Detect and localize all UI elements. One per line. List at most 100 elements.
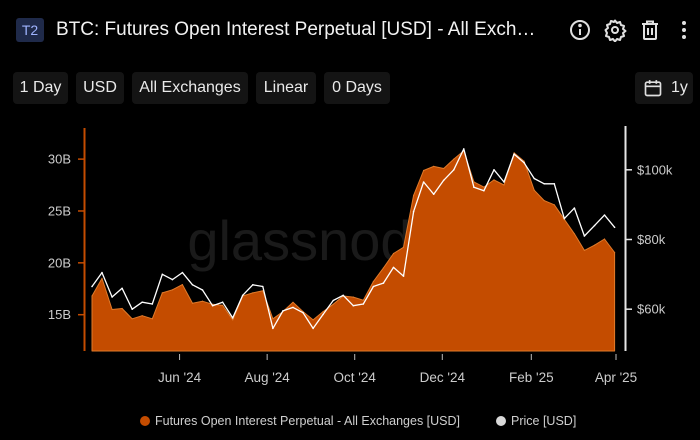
- oi-point-30: [392, 252, 395, 255]
- price-point-48: [573, 207, 576, 209]
- oi-point-20: [292, 301, 294, 303]
- price-point-35: [442, 179, 445, 182]
- price-point-18: [272, 327, 274, 330]
- oi-point-33: [423, 169, 425, 172]
- oi-point-11: [201, 300, 204, 302]
- sma-select[interactable]: 0 Days: [324, 72, 390, 104]
- oi-point-48: [573, 233, 576, 235]
- x-tick-label-2: Oct '24: [334, 370, 377, 385]
- x-tick-label-3: Dec '24: [420, 370, 466, 385]
- price-point-38: [473, 186, 475, 188]
- oi-point-36: [453, 158, 455, 160]
- price-point-50: [593, 224, 596, 227]
- price-point-34: [432, 193, 435, 195]
- price-point-12: [211, 304, 214, 307]
- price-series: [91, 148, 616, 330]
- oi-point-28: [372, 280, 374, 283]
- price-point-49: [583, 235, 586, 237]
- price-point-23: [322, 313, 324, 316]
- oi-point-10: [191, 302, 194, 304]
- oi-point-1: [101, 277, 103, 279]
- price-point-2: [111, 296, 113, 298]
- price-point-44: [533, 177, 535, 180]
- gear-icon[interactable]: [603, 18, 627, 43]
- oi-point-22: [312, 319, 314, 321]
- scale-select[interactable]: Linear: [256, 72, 316, 104]
- chart-legend: Futures Open Interest Perpetual - All Ex…: [0, 412, 700, 432]
- price-point-27: [362, 303, 365, 305]
- x-tick-label-0: Jun '24: [158, 370, 202, 385]
- oi-point-6: [151, 318, 153, 320]
- trash-icon[interactable]: [638, 18, 662, 42]
- price-point-11: [201, 289, 204, 291]
- price-point-40: [493, 169, 495, 171]
- currency-select[interactable]: USD: [76, 72, 124, 104]
- price-point-26: [352, 304, 355, 307]
- price-point-43: [523, 162, 525, 164]
- price-point-1: [101, 271, 103, 274]
- legend-swatch-oi: [140, 416, 150, 426]
- price-point-0: [91, 285, 93, 288]
- oi-point-16: [252, 292, 254, 294]
- price-point-16: [252, 284, 254, 286]
- oi-point-34: [433, 165, 435, 167]
- price-point-51: [603, 214, 606, 216]
- oi-point-3: [121, 307, 123, 310]
- price-point-31: [402, 275, 405, 277]
- price-point-36: [453, 169, 455, 171]
- price-point-45: [543, 183, 545, 185]
- price-point-37: [463, 148, 465, 150]
- date-range-button[interactable]: 1y: [635, 72, 693, 104]
- price-point-52: [613, 226, 616, 229]
- price-point-46: [553, 183, 556, 185]
- left-tick-label-2: 25B: [48, 203, 71, 218]
- info-icon[interactable]: [568, 18, 592, 42]
- price-point-41: [503, 181, 505, 183]
- oi-point-29: [382, 267, 384, 269]
- price-point-25: [342, 294, 345, 297]
- legend-item-oi[interactable]: Futures Open Interest Perpetual - All Ex…: [140, 414, 460, 428]
- oi-point-4: [131, 318, 133, 320]
- oi-area: [91, 150, 616, 352]
- right-tick-label-2: $100k: [637, 162, 673, 177]
- price-point-29: [382, 282, 385, 284]
- left-axis: 15B 20B 25B 30B: [48, 152, 84, 322]
- oi-point-38: [473, 181, 475, 183]
- oi-point-26: [352, 296, 354, 298]
- left-tick-label-3: 30B: [48, 152, 71, 167]
- legend-label-oi: Futures Open Interest Perpetual - All Ex…: [155, 414, 461, 428]
- oi-point-52: [614, 251, 616, 254]
- oi-point-2: [111, 308, 113, 311]
- price-point-13: [221, 301, 224, 303]
- price-point-6: [151, 303, 154, 305]
- more-icon[interactable]: [672, 18, 696, 42]
- left-tick-label-0: 15B: [48, 307, 71, 322]
- chart-header: T2 BTC: Futures Open Interest Perpetual …: [0, 0, 700, 62]
- oi-point-9: [181, 284, 183, 286]
- price-point-32: [412, 210, 415, 213]
- price-point-24: [332, 299, 335, 302]
- exchange-select[interactable]: All Exchanges: [132, 72, 248, 104]
- price-point-20: [292, 306, 294, 309]
- price-point-19: [282, 310, 284, 312]
- price-point-39: [483, 189, 485, 192]
- chart-toolbar: 1 Day USD All Exchanges Linear 0 Days 1y: [0, 72, 700, 106]
- price-point-8: [171, 278, 174, 281]
- resolution-select[interactable]: 1 Day: [13, 72, 68, 104]
- price-point-4: [131, 308, 133, 310]
- x-tick-label-1: Aug '24: [244, 370, 290, 385]
- legend-item-price[interactable]: Price [USD]: [496, 414, 576, 428]
- oi-point-0: [91, 295, 93, 297]
- oi-point-46: [553, 204, 555, 206]
- oi-point-41: [503, 184, 505, 186]
- price-point-21: [302, 311, 304, 314]
- x-tick-label-5: Apr '25: [595, 370, 637, 385]
- right-tick-label-1: $80k: [637, 232, 666, 247]
- oi-point-32: [413, 194, 415, 196]
- x-tick-label-4: Feb '25: [509, 370, 554, 385]
- oi-point-8: [171, 289, 173, 291]
- chart-badge: T2: [16, 18, 44, 42]
- oi-point-51: [603, 238, 606, 240]
- price-point-3: [121, 287, 123, 290]
